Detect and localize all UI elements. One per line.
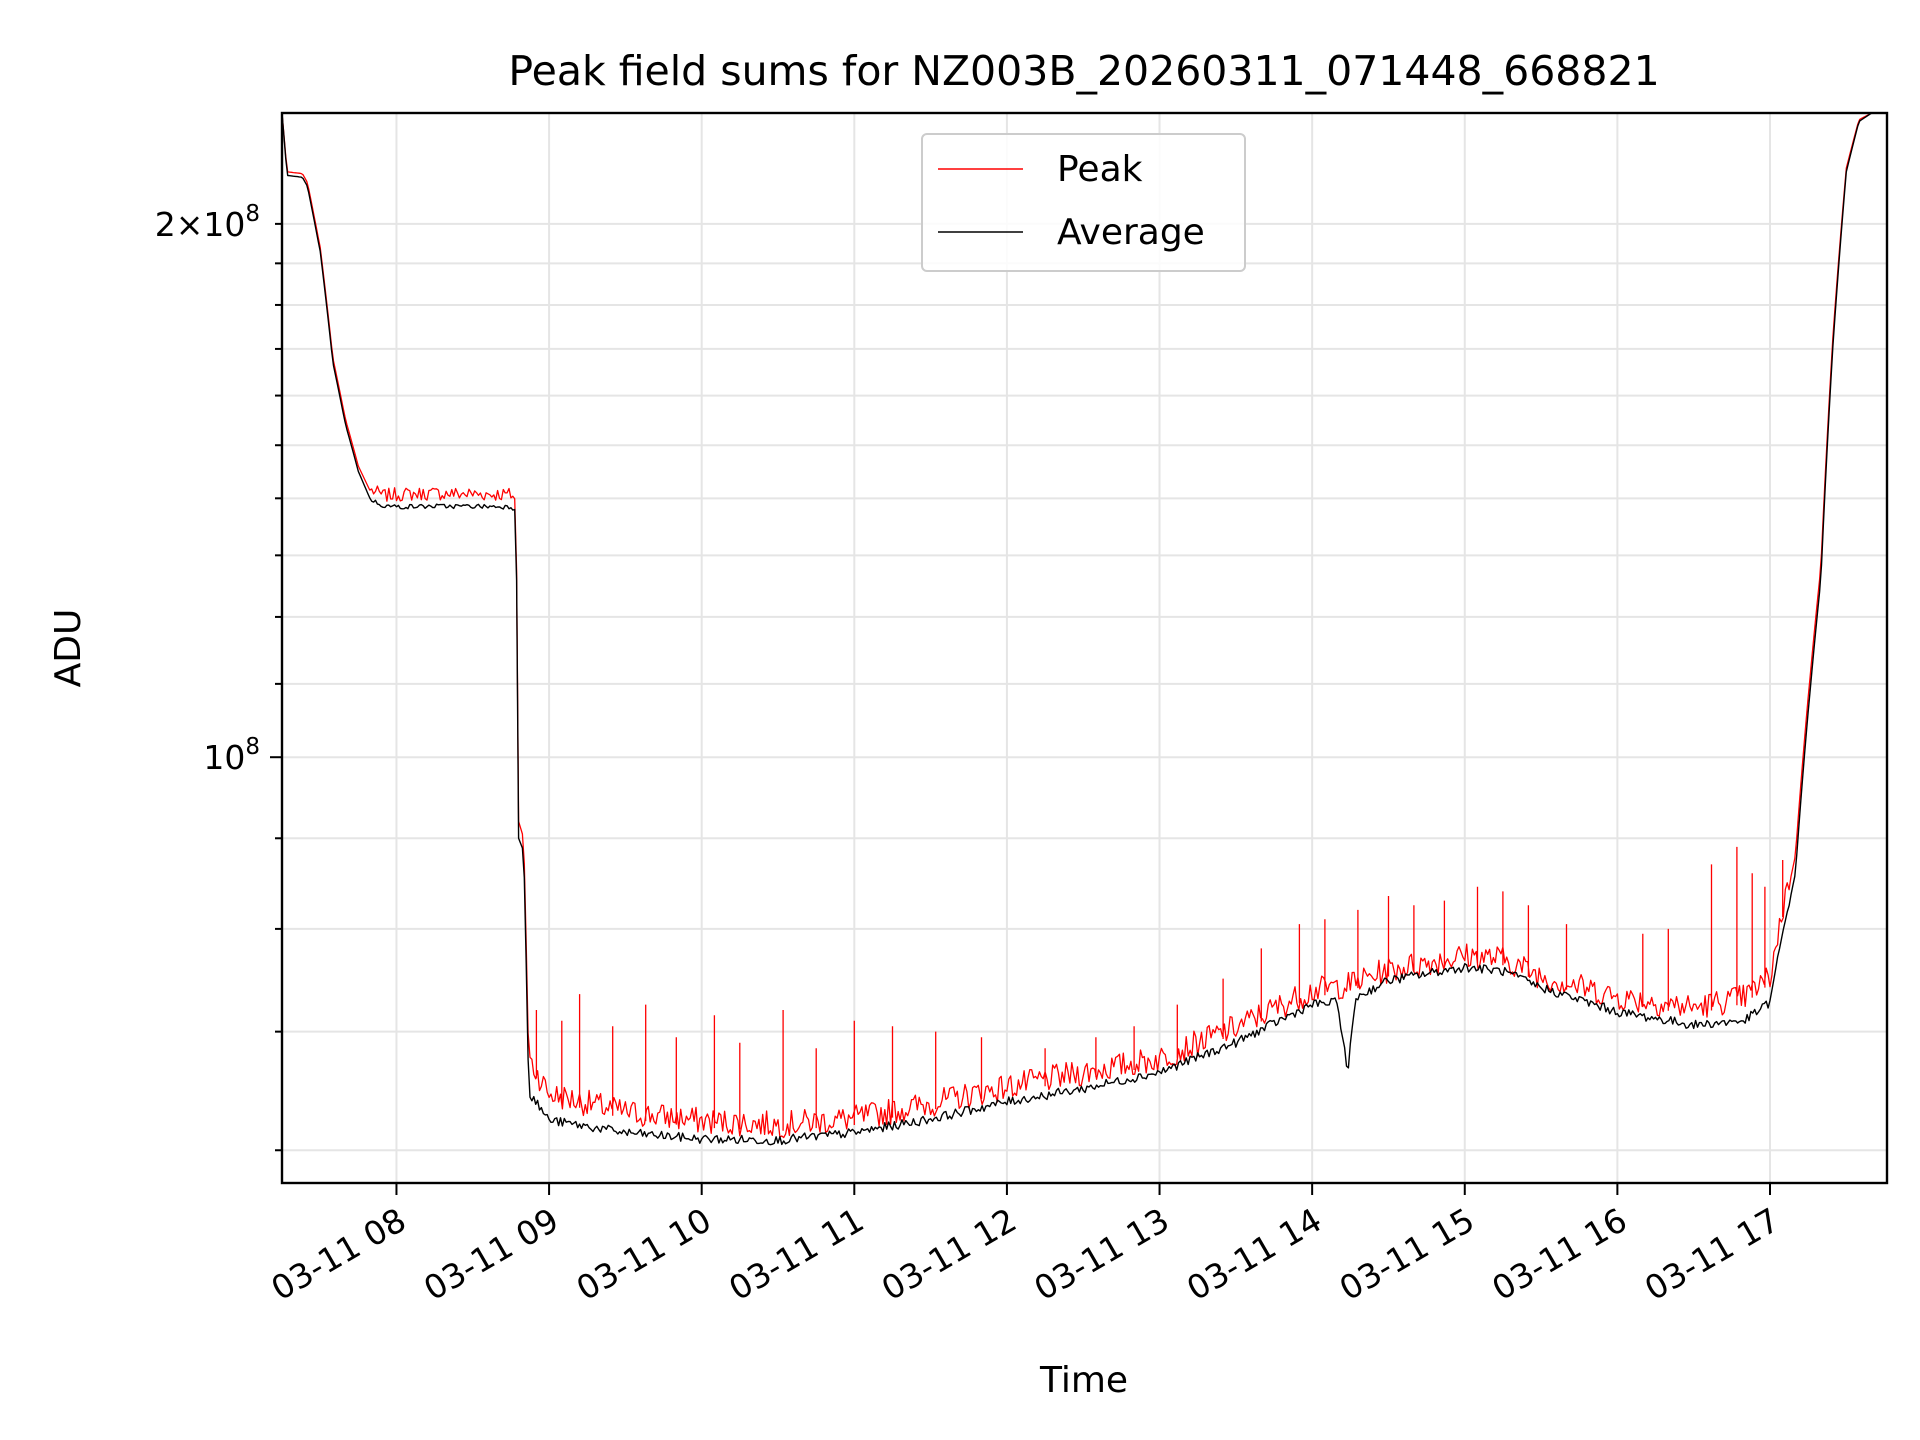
legend: Peak Average	[921, 133, 1246, 272]
series-line-peak	[281, 112, 1887, 1139]
y-axis-label: ADU	[48, 609, 89, 688]
series-layer	[281, 112, 1887, 1146]
legend-label-peak: Peak	[1057, 149, 1143, 190]
legend-label-average: Average	[1057, 212, 1205, 253]
plot-frame	[280, 111, 1889, 1185]
grid	[282, 113, 1887, 1183]
series-line-average	[281, 112, 1887, 1146]
chart-title: Peak field sums for NZ003B_20260311_0714…	[508, 47, 1659, 95]
y-tick-label-major: 108	[203, 734, 260, 777]
x-axis-label: Time	[1039, 1360, 1128, 1401]
y-tick-label-minor: 2×108	[155, 201, 260, 244]
